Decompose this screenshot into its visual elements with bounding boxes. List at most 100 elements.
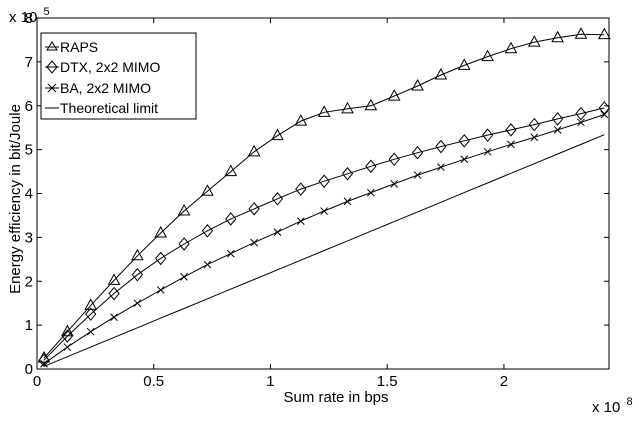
plot-area: 0 0.5 1 1.5 2 0 1 2 3 4 5 6 7 8 [25, 10, 611, 390]
data-point-raps [504, 41, 518, 54]
data-point-dtx-2x2-mimo [598, 101, 610, 115]
data-point-raps [317, 105, 331, 117]
data-point-raps [481, 49, 494, 62]
data-point-ba-2x2-mimo [390, 179, 399, 188]
x-tick-label: 1.5 [377, 373, 398, 390]
data-point-raps [411, 78, 424, 91]
data-point-dtx-2x2-mimo [318, 174, 330, 188]
data-point-ba-2x2-mimo [483, 147, 492, 156]
legend: RAPS DTX, 2x2 MIMO BA, 2x2 MIMO Theoreti… [40, 32, 197, 120]
data-point-raps [294, 114, 308, 126]
data-point-ba-2x2-mimo [133, 299, 142, 308]
legend-label-ba: BA, 2x2 MIMO [60, 80, 151, 96]
data-point-raps [457, 58, 471, 70]
y-tick-label: 1 [25, 317, 33, 334]
data-point-ba-2x2-mimo [296, 217, 305, 225]
data-point-dtx-2x2-mimo [178, 237, 190, 251]
data-point-ba-2x2-mimo [413, 171, 422, 179]
data-point-dtx-2x2-mimo [575, 106, 587, 121]
data-point-ba-2x2-mimo [86, 327, 95, 336]
legend-box [40, 32, 197, 120]
x-axis-label: Sum rate in bps [283, 389, 388, 406]
data-point-dtx-2x2-mimo [435, 139, 447, 154]
data-point-dtx-2x2-mimo [271, 191, 284, 206]
data-point-dtx-2x2-mimo [201, 224, 214, 238]
data-point-raps [434, 67, 448, 80]
data-point-raps [84, 298, 98, 310]
series-line-theoretical-limit [43, 134, 605, 367]
data-point-ba-2x2-mimo [577, 118, 585, 127]
y-tick-label: 4 [25, 186, 33, 203]
data-point-dtx-2x2-mimo [225, 212, 237, 226]
y-multiplier: x 10 5 [9, 6, 50, 26]
x-tick-label: 0.5 [143, 373, 164, 390]
x-multiplier: x 10 8 [592, 396, 633, 416]
y-tick-label: 8 [25, 10, 33, 27]
legend-label-raps: RAPS [60, 39, 98, 55]
data-point-raps [224, 164, 238, 177]
data-point-raps [551, 30, 564, 43]
series-line-ba-2x2-mimo [43, 114, 605, 365]
data-point-ba-2x2-mimo [367, 188, 375, 197]
data-point-ba-2x2-mimo [437, 163, 445, 172]
legend-label-theoretical: Theoretical limit [60, 100, 158, 116]
x-multiplier-exponent: 8 [627, 396, 633, 408]
data-point-raps [597, 27, 611, 40]
x-multiplier-base: x 10 [592, 399, 620, 416]
data-point-ba-2x2-mimo [203, 260, 212, 269]
y-multiplier-exponent: 5 [44, 6, 50, 18]
data-point-dtx-2x2-mimo [388, 152, 400, 167]
series-line-dtx-2x2-mimo [43, 107, 605, 361]
data-point-raps [177, 204, 191, 216]
data-point-dtx-2x2-mimo [458, 134, 470, 148]
data-point-ba-2x2-mimo [507, 140, 515, 149]
data-point-ba-2x2-mimo [63, 343, 72, 351]
data-point-raps [107, 273, 121, 285]
data-point-dtx-2x2-mimo [131, 267, 144, 282]
data-point-ba-2x2-mimo [530, 133, 539, 142]
x-tick-label: 1 [266, 373, 274, 390]
y-tick-label: 3 [25, 229, 33, 246]
x-tick-label: 0 [33, 373, 41, 390]
data-point-ba-2x2-mimo [460, 155, 469, 164]
y-tick-label: 2 [25, 273, 33, 290]
legend-diamond-marker [46, 60, 58, 74]
data-point-dtx-2x2-mimo [61, 329, 74, 343]
y-tick-label: 0 [25, 361, 33, 378]
data-point-raps [341, 101, 354, 114]
series-line-raps [43, 33, 605, 359]
data-point-raps [247, 144, 261, 157]
y-axis-label: Energy efficiency in bit/Joule [7, 104, 24, 294]
legend-item-dtx: DTX, 2x2 MIMO [45, 59, 160, 75]
data-point-dtx-2x2-mimo [341, 166, 354, 181]
x-tick-label: 2 [500, 373, 508, 390]
y-tick-label: 6 [25, 98, 33, 115]
data-point-ba-2x2-mimo [553, 126, 562, 134]
data-point-raps [527, 35, 541, 47]
y-tick-label: 7 [25, 54, 33, 71]
data-point-dtx-2x2-mimo [551, 112, 564, 126]
data-point-dtx-2x2-mimo [481, 128, 494, 142]
data-point-ba-2x2-mimo [600, 110, 609, 119]
data-point-ba-2x2-mimo [180, 273, 188, 281]
data-point-dtx-2x2-mimo [155, 251, 167, 266]
y-multiplier-base: x 10 [9, 9, 37, 26]
data-point-raps [201, 184, 214, 196]
data-point-ba-2x2-mimo [250, 238, 258, 247]
data-point-ba-2x2-mimo [343, 197, 352, 206]
data-point-ba-2x2-mimo [226, 249, 235, 258]
data-point-dtx-2x2-mimo [411, 145, 424, 160]
legend-item-raps: RAPS [45, 39, 98, 55]
data-point-ba-2x2-mimo [110, 313, 118, 322]
data-point-raps [271, 128, 284, 141]
legend-label-dtx: DTX, 2x2 MIMO [60, 59, 160, 75]
legend-item-ba: BA, 2x2 MIMO [45, 80, 151, 96]
data-point-dtx-2x2-mimo [505, 123, 517, 137]
y-tick-label: 5 [25, 142, 33, 159]
data-point-dtx-2x2-mimo [365, 159, 377, 174]
data-point-dtx-2x2-mimo [295, 182, 307, 196]
legend-item-theoretical: Theoretical limit [45, 100, 158, 116]
data-point-dtx-2x2-mimo [85, 307, 97, 321]
data-point-raps [387, 89, 401, 101]
